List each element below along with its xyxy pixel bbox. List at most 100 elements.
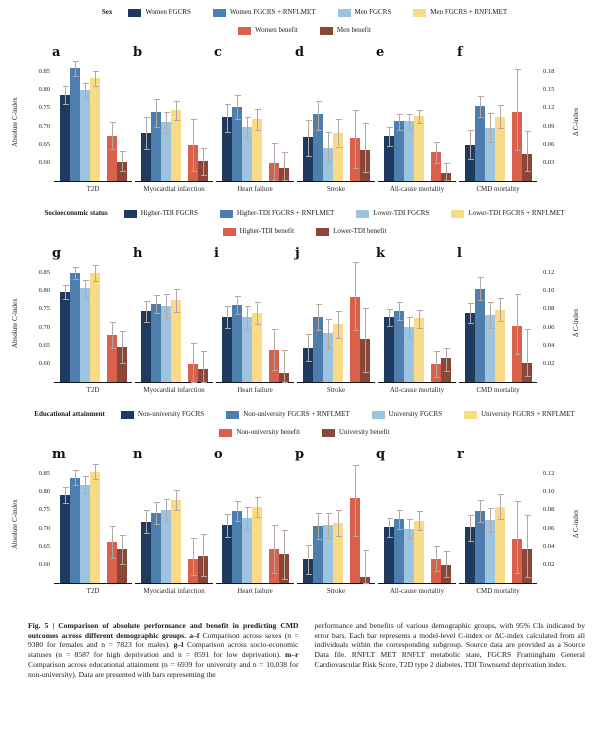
right-axis-area: 0.12 0.10 0.08 0.06 0.04 0.02 Δ C-index [540, 465, 580, 583]
left-axis-tick-label: 0.85 [38, 68, 50, 76]
model-bar [495, 116, 505, 181]
error-bar-line [65, 284, 66, 300]
error-bar-cap-top [497, 105, 504, 107]
legend-swatch [319, 26, 333, 35]
error-bar-cap-bottom [82, 493, 89, 495]
legend-item-label: Women FGCRS [145, 8, 191, 16]
panel-letter: l [457, 246, 462, 261]
chart-panel: a T2D [52, 45, 132, 193]
error-bar-cap-top [433, 545, 440, 547]
error-bar-cap-top [119, 331, 126, 333]
error-bar-line [75, 61, 76, 76]
error-bar-cap-bottom [467, 323, 474, 325]
left-axis-tick-label: 0.70 [38, 122, 50, 130]
legend-swatch [356, 209, 370, 218]
caption-bold-text: g–l [173, 640, 184, 650]
legend-swatch [120, 410, 134, 419]
error-bar-cap-top [190, 342, 197, 344]
error-bar-cap-top [153, 502, 160, 504]
error-bar-line [176, 100, 177, 120]
panel-letter: d [295, 45, 305, 60]
model-bar [232, 106, 242, 181]
error-bar-cap-top [190, 118, 197, 120]
error-bar-line [517, 293, 518, 354]
chart-panel: i Heart failure [214, 246, 294, 394]
chart-panel: k All-cause mortality [376, 246, 456, 394]
error-bar-line [112, 525, 113, 559]
model-bar [414, 520, 424, 583]
error-bar-cap-top [352, 110, 359, 112]
legend-series-line: Educational attainment Non-university FGC… [10, 410, 599, 419]
error-bar-cap-top [325, 131, 332, 133]
model-bar [323, 147, 333, 181]
model-bar [90, 273, 100, 382]
charts-row-sex: Absolute C-index 0.85 0.80 0.75 0.70 0.65 0.60… [10, 45, 599, 193]
error-bar-line [328, 319, 329, 348]
outcome-label: Heart failure [237, 185, 273, 193]
error-bar-line [500, 494, 501, 520]
model-bar [70, 273, 80, 382]
error-bar-cap-top [82, 279, 89, 281]
error-bar-cap-bottom [163, 521, 170, 523]
model-bar [151, 513, 161, 583]
outcome-label: All-cause mortality [389, 386, 445, 394]
error-bar-line [257, 302, 258, 324]
caption-text: Comparison across sexes (n = 9380 for fe… [28, 630, 299, 650]
left-axis-tick-label: 0.70 [38, 323, 50, 331]
chart-panel: h Myocardial infarction [133, 246, 213, 394]
panel-letter: o [214, 447, 223, 462]
panel-letter: n [133, 447, 143, 462]
plot-area [54, 264, 132, 383]
error-bar-cap-bottom [497, 128, 504, 130]
error-bar-cap-top [109, 122, 116, 124]
plot-area [216, 63, 294, 182]
error-bar-cap-bottom [200, 174, 207, 176]
model-bar [313, 316, 323, 382]
error-bar-cap-top [163, 499, 170, 501]
benefit-bar [107, 135, 117, 181]
error-bar-cap-bottom [72, 484, 79, 486]
error-bar-cap-bottom [305, 155, 312, 157]
panel-letter: j [295, 246, 300, 261]
model-bar [323, 524, 333, 583]
model-bar [475, 105, 485, 181]
error-bar-line [176, 289, 177, 313]
legend-swatch [316, 227, 330, 236]
error-bar-line [500, 298, 501, 322]
legend-item-label: Non-university FGCRS [137, 410, 205, 418]
error-bar-cap-bottom [244, 528, 251, 530]
model-bar [475, 511, 485, 583]
error-bar-line [527, 329, 528, 376]
legend-item: Men FGCRS [337, 8, 392, 17]
legend-item: Non-university benefit [219, 428, 300, 437]
model-bar [242, 517, 252, 583]
error-bar-cap-bottom [109, 148, 116, 150]
error-bar-cap-top [281, 151, 288, 153]
model-bar [475, 289, 485, 382]
legend-item-label: Men FGCRS [354, 8, 392, 16]
plot-area [297, 262, 375, 383]
axis-spacer [10, 447, 54, 465]
model-bar [222, 524, 232, 583]
error-bar-cap-bottom [173, 312, 180, 314]
model-bar [161, 510, 171, 583]
error-bar-cap-bottom [325, 347, 332, 349]
error-bar-cap-top [335, 311, 342, 313]
model-bar [495, 310, 505, 382]
left-axis-tick-label: 0.65 [38, 542, 50, 550]
error-bar-cap-top [315, 303, 322, 305]
error-bar-cap-bottom [514, 573, 521, 574]
chart-panel: o Heart failure [214, 447, 294, 595]
error-bar-cap-top [224, 306, 231, 308]
legend-item: Lower-TDI FGCRS [356, 209, 429, 218]
error-bar-cap-top [477, 277, 484, 279]
plot-area [297, 465, 375, 584]
error-bar-cap-bottom [254, 129, 261, 131]
error-bar-cap-top [443, 162, 450, 164]
error-bar-cap-top [72, 469, 79, 471]
model-bar [151, 303, 161, 382]
error-bar-cap-bottom [119, 563, 126, 565]
error-bar-line [203, 147, 204, 175]
right-axis-tick-label: 0.02 [543, 359, 555, 367]
caption-bold-text: a–f [189, 630, 200, 640]
